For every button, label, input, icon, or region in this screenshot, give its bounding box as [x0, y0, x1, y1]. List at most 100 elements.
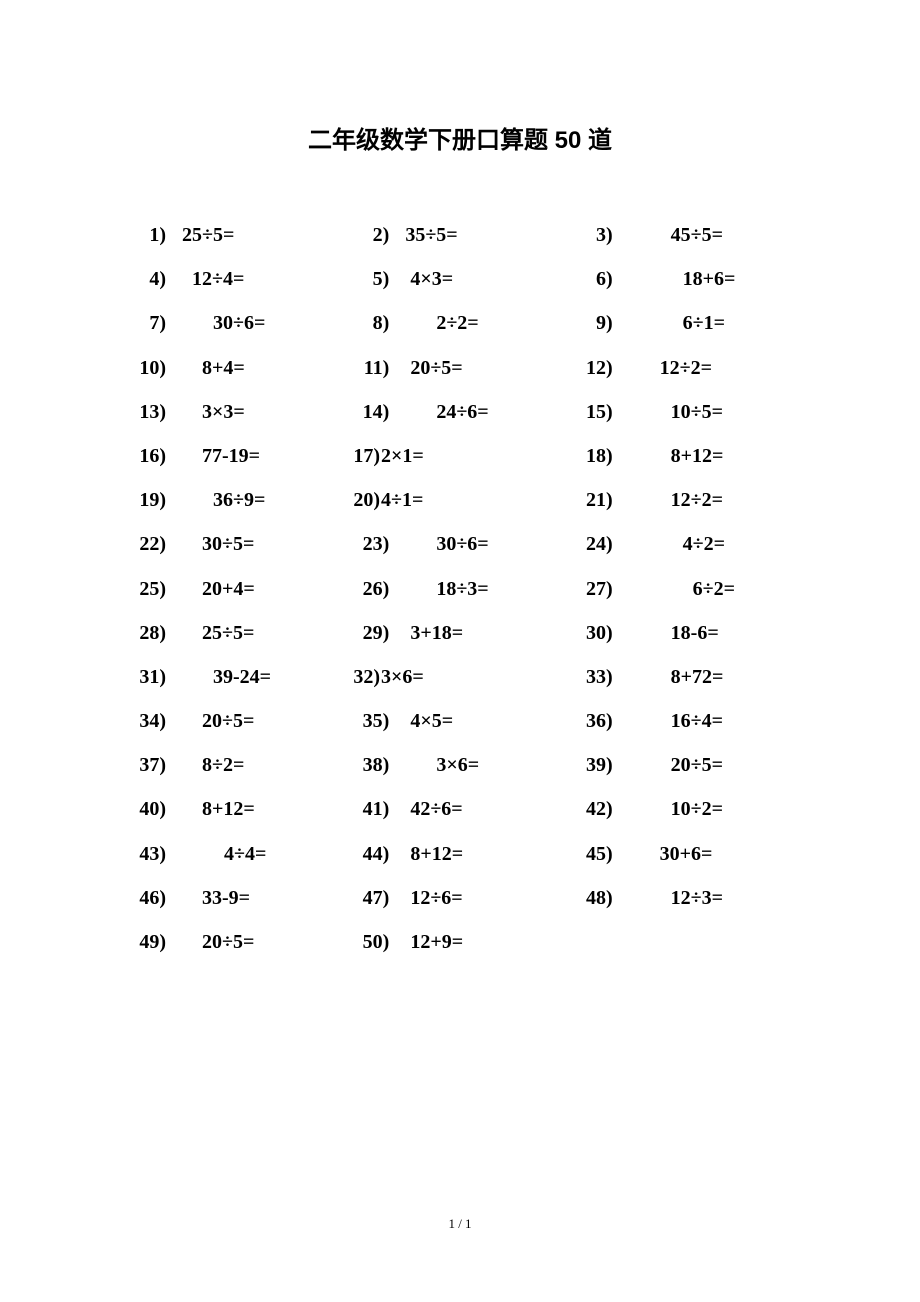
problem-expression: 4×3= — [389, 257, 566, 301]
problem-number: 46) — [130, 876, 166, 920]
problem-expression: 12÷3= — [613, 876, 790, 920]
problem-expression: 8+72= — [613, 655, 790, 699]
problem-item: 20)4÷1= — [353, 478, 566, 522]
problem-number: 48) — [577, 876, 613, 920]
problem-expression: 3×6= — [389, 743, 566, 787]
problem-item: 8)2÷2= — [353, 301, 566, 345]
problem-item: 10)8+4= — [130, 346, 343, 390]
problem-item: 33)8+72= — [577, 655, 790, 699]
problem-number: 15) — [577, 390, 613, 434]
problem-item: 42)10÷2= — [577, 787, 790, 831]
problem-number: 27) — [577, 567, 613, 611]
problem-item: 13)3×3= — [130, 390, 343, 434]
problem-item: 2)35÷5= — [353, 213, 566, 257]
problem-item: 28)25÷5= — [130, 611, 343, 655]
problem-number: 9) — [577, 301, 613, 345]
problem-number: 34) — [130, 699, 166, 743]
problem-item: 6)18+6= — [577, 257, 790, 301]
problem-number: 29) — [353, 611, 389, 655]
problem-expression: 20÷5= — [613, 743, 790, 787]
problem-number: 43) — [130, 832, 166, 876]
problem-expression: 3+18= — [389, 611, 566, 655]
problem-item: 31)39-24= — [130, 655, 343, 699]
problem-number: 14) — [353, 390, 389, 434]
problem-expression: 4÷4= — [166, 832, 343, 876]
problem-number: 12) — [577, 346, 613, 390]
problem-item: 39)20÷5= — [577, 743, 790, 787]
problem-number: 35) — [353, 699, 389, 743]
problem-number: 30) — [577, 611, 613, 655]
problem-item: 35)4×5= — [353, 699, 566, 743]
problem-number: 17) — [353, 434, 380, 478]
problem-number: 8) — [353, 301, 389, 345]
problem-number: 2) — [353, 213, 389, 257]
problem-expression: 18-6= — [613, 611, 790, 655]
problem-number: 44) — [353, 832, 389, 876]
problem-expression: 45÷5= — [613, 213, 790, 257]
problem-item: 41)42÷6= — [353, 787, 566, 831]
problem-number: 6) — [577, 257, 613, 301]
problem-number: 7) — [130, 301, 166, 345]
problem-item: 23)30÷6= — [353, 522, 566, 566]
problem-item: 16)77-19= — [130, 434, 343, 478]
problem-expression: 6÷1= — [613, 301, 790, 345]
problem-expression: 30÷5= — [166, 522, 343, 566]
problem-item: 30)18-6= — [577, 611, 790, 655]
problem-expression: 77-19= — [166, 434, 343, 478]
problem-number: 11) — [353, 346, 389, 390]
problem-expression: 10÷2= — [613, 787, 790, 831]
problem-item: 11)20÷5= — [353, 346, 566, 390]
problem-expression: 4÷2= — [613, 522, 790, 566]
problem-item: 4)12÷4= — [130, 257, 343, 301]
problem-number: 4) — [130, 257, 166, 301]
problem-number: 49) — [130, 920, 166, 964]
problem-item: 48)12÷3= — [577, 876, 790, 920]
problem-item: 44)8+12= — [353, 832, 566, 876]
problem-number: 21) — [577, 478, 613, 522]
problem-expression: 24÷6= — [389, 390, 566, 434]
problem-item: 34)20÷5= — [130, 699, 343, 743]
problem-expression: 8÷2= — [166, 743, 343, 787]
problem-number: 16) — [130, 434, 166, 478]
worksheet-page: 二年级数学下册口算题 50 道 1)25÷5=2)35÷5=3)45÷5=4)1… — [0, 0, 920, 1302]
problem-expression: 10÷5= — [613, 390, 790, 434]
problem-item: 17)2×1= — [353, 434, 566, 478]
problem-expression: 30+6= — [613, 832, 790, 876]
empty-cell — [577, 920, 790, 964]
problem-number: 26) — [353, 567, 389, 611]
problem-item: 15)10÷5= — [577, 390, 790, 434]
problem-expression: 30÷6= — [389, 522, 566, 566]
problem-number: 1) — [130, 213, 166, 257]
problem-number: 3) — [577, 213, 613, 257]
problem-expression: 8+4= — [166, 346, 343, 390]
problem-item: 14)24÷6= — [353, 390, 566, 434]
problem-number: 33) — [577, 655, 613, 699]
problem-expression: 35÷5= — [389, 213, 566, 257]
problem-number: 40) — [130, 787, 166, 831]
problem-expression: 42÷6= — [389, 787, 566, 831]
problem-item: 38)3×6= — [353, 743, 566, 787]
problem-expression: 3×6= — [380, 655, 567, 699]
problem-item: 47)12÷6= — [353, 876, 566, 920]
problem-expression: 20÷5= — [389, 346, 566, 390]
problem-item: 5)4×3= — [353, 257, 566, 301]
problem-expression: 12+9= — [389, 920, 566, 964]
problem-item: 22)30÷5= — [130, 522, 343, 566]
problem-item: 12)12÷2= — [577, 346, 790, 390]
problem-number: 10) — [130, 346, 166, 390]
problem-expression: 39-24= — [166, 655, 343, 699]
problems-grid: 1)25÷5=2)35÷5=3)45÷5=4)12÷4=5)4×3=6)18+6… — [130, 213, 790, 964]
problem-number: 5) — [353, 257, 389, 301]
problem-item: 18)8+12= — [577, 434, 790, 478]
problem-expression: 12÷4= — [166, 257, 343, 301]
problem-expression: 4×5= — [389, 699, 566, 743]
problem-item: 32)3×6= — [353, 655, 566, 699]
problem-number: 36) — [577, 699, 613, 743]
problem-number: 31) — [130, 655, 166, 699]
problem-item: 7)30÷6= — [130, 301, 343, 345]
problem-expression: 12÷2= — [613, 478, 790, 522]
problem-item: 25)20+4= — [130, 567, 343, 611]
problem-expression: 18+6= — [613, 257, 790, 301]
problem-expression: 20÷5= — [166, 920, 343, 964]
problem-number: 25) — [130, 567, 166, 611]
